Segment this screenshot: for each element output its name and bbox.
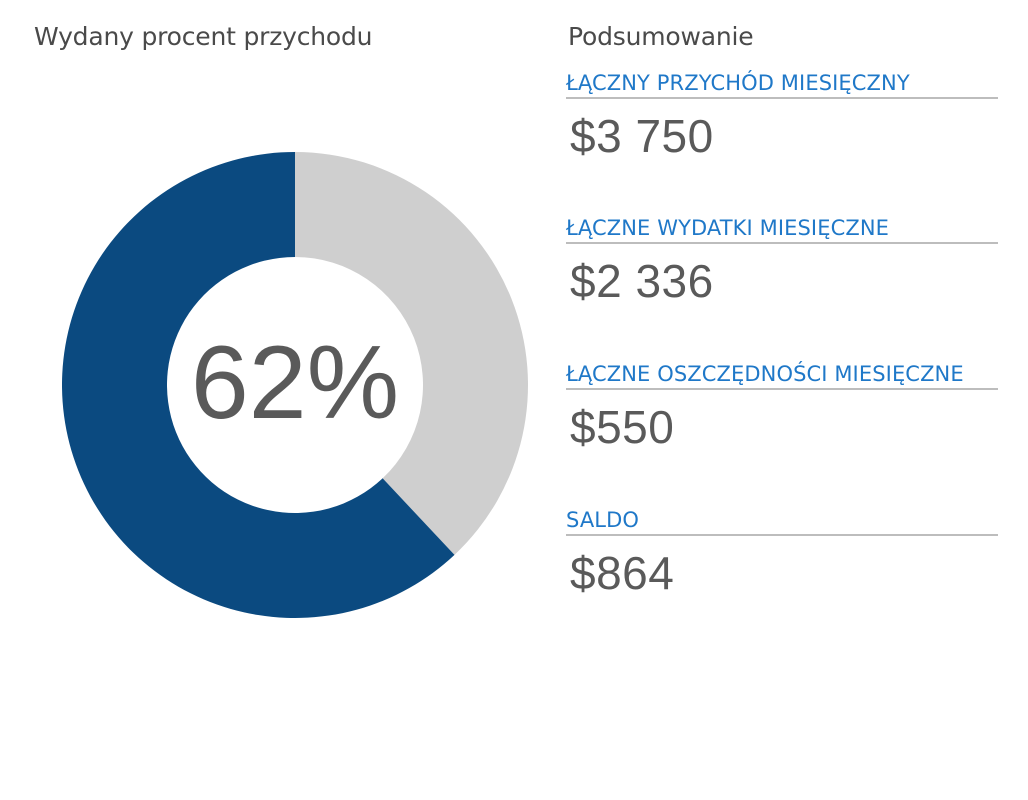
summary-monthly-expenses: ŁĄCZNE WYDATKI MIESIĘCZNE $2 336 bbox=[566, 215, 998, 308]
summary-value: $550 bbox=[570, 401, 675, 453]
donut-slice-remaining bbox=[295, 152, 529, 555]
donut-slice-spent bbox=[62, 152, 455, 618]
summary-title: Podsumowanie bbox=[568, 22, 754, 51]
summary-monthly-savings: ŁĄCZNE OSZCZĘDNOŚCI MIESIĘCZNE $550 bbox=[566, 361, 998, 454]
donut-center-label: 62% bbox=[191, 325, 399, 441]
summary-value: $3 750 bbox=[570, 110, 714, 162]
summary-label: ŁĄCZNE WYDATKI MIESIĘCZNE bbox=[566, 215, 998, 244]
summary-label: SALDO bbox=[566, 507, 998, 536]
summary-monthly-income: ŁĄCZNY PRZYCHÓD MIESIĘCZNY $3 750 bbox=[566, 70, 998, 163]
summary-value: $864 bbox=[570, 547, 675, 599]
spending-donut-chart: 62% bbox=[62, 152, 529, 618]
summary-label: ŁĄCZNY PRZYCHÓD MIESIĘCZNY bbox=[566, 70, 998, 99]
chart-title: Wydany procent przychodu bbox=[34, 22, 373, 51]
summary-label: ŁĄCZNE OSZCZĘDNOŚCI MIESIĘCZNE bbox=[566, 361, 998, 390]
summary-balance: SALDO $864 bbox=[566, 507, 998, 600]
summary-value: $2 336 bbox=[570, 255, 714, 307]
